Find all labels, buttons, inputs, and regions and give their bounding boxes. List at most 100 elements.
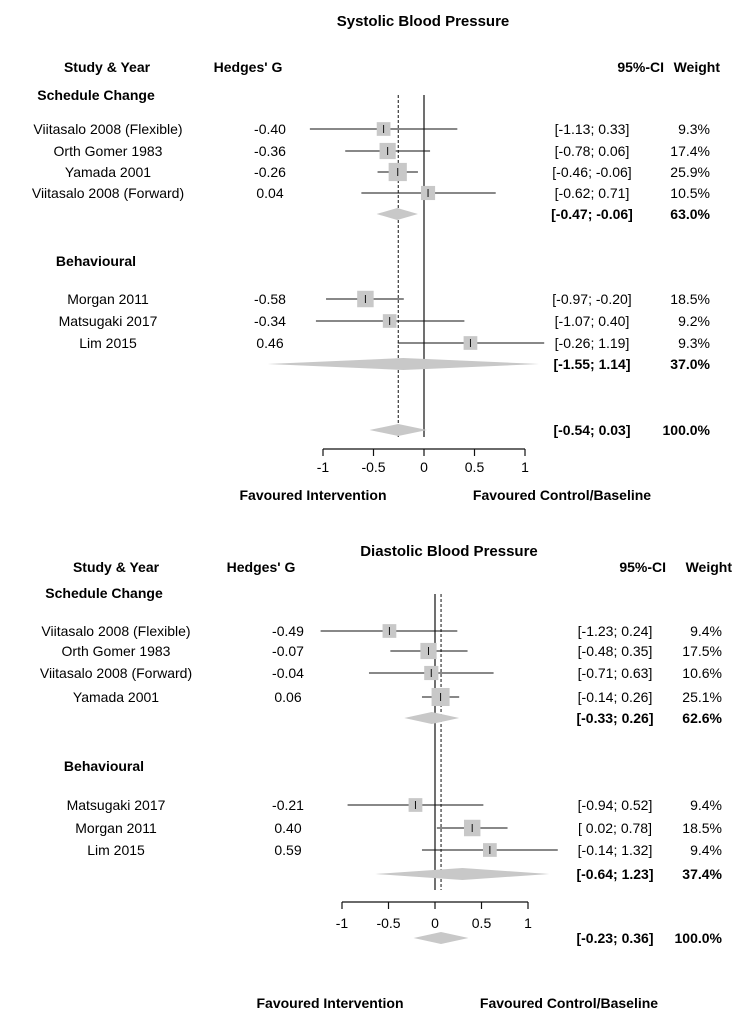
study-hedges-g: 0.46 <box>256 335 283 351</box>
study-weight: 9.3% <box>678 335 710 351</box>
study-weight: 9.4% <box>690 797 722 813</box>
subgroup-ci: [-0.64; 1.23] <box>576 866 653 882</box>
study-weight: 9.4% <box>690 842 722 858</box>
study-label: Morgan 2011 <box>75 820 157 836</box>
favour-right-label: Favoured Control/Baseline <box>480 995 658 1011</box>
overall-diamond <box>369 424 428 436</box>
subgroup-diamond <box>267 358 540 370</box>
study-hedges-g: -0.40 <box>254 121 286 137</box>
study-label: Yamada 2001 <box>73 689 159 705</box>
study-ci: [-1.23; 0.24] <box>578 623 653 639</box>
header-95-ci: 95%-CI <box>619 559 666 575</box>
subgroup-diamond <box>404 712 460 724</box>
study-ci: [ 0.02; 0.78] <box>578 820 652 836</box>
group-heading: Behavioural <box>64 758 144 774</box>
study-hedges-g: -0.34 <box>254 313 286 329</box>
study-label: Orth Gomer 1983 <box>54 143 163 159</box>
study-label: Viitasalo 2008 (Flexible) <box>33 121 182 137</box>
study-label: Viitasalo 2008 (Forward) <box>40 665 192 681</box>
header-study-year: Study & Year <box>64 59 151 75</box>
study-ci: [-0.71; 0.63] <box>578 665 653 681</box>
study-hedges-g: -0.21 <box>272 797 304 813</box>
study-hedges-g: 0.04 <box>256 185 283 201</box>
x-axis-tick-label: 0 <box>420 459 428 475</box>
study-label: Viitasalo 2008 (Forward) <box>32 185 184 201</box>
study-ci: [-0.14; 1.32] <box>578 842 653 858</box>
study-label: Lim 2015 <box>79 335 137 351</box>
overall-ci: [-0.23; 0.36] <box>576 930 653 946</box>
subgroup-weight: 37.0% <box>670 356 710 372</box>
overall-weight: 100.0% <box>675 930 723 946</box>
study-weight: 18.5% <box>670 291 710 307</box>
overall-diamond <box>413 932 469 944</box>
subgroup-ci: [-0.33; 0.26] <box>576 710 653 726</box>
x-axis-tick-label: -0.5 <box>376 915 400 931</box>
study-label: Matsugaki 2017 <box>67 797 166 813</box>
study-label: Matsugaki 2017 <box>59 313 158 329</box>
group-heading: Behavioural <box>56 253 136 269</box>
overall-weight: 100.0% <box>663 422 711 438</box>
study-ci: [-0.78; 0.06] <box>555 143 630 159</box>
header-hedges-g: Hedges' G <box>214 59 283 75</box>
x-axis-tick-label: 0.5 <box>472 915 492 931</box>
study-hedges-g: -0.49 <box>272 623 304 639</box>
study-weight: 17.4% <box>670 143 710 159</box>
study-ci: [-0.48; 0.35] <box>578 643 653 659</box>
study-label: Viitasalo 2008 (Flexible) <box>41 623 190 639</box>
x-axis-tick-label: 0 <box>431 915 439 931</box>
header-weight: Weight <box>674 59 721 75</box>
header-hedges-g: Hedges' G <box>227 559 296 575</box>
study-ci: [-0.46; -0.06] <box>552 164 631 180</box>
study-weight: 25.1% <box>682 689 722 705</box>
study-hedges-g: -0.26 <box>254 164 286 180</box>
study-weight: 9.3% <box>678 121 710 137</box>
study-hedges-g: -0.04 <box>272 665 304 681</box>
study-ci: [-0.97; -0.20] <box>552 291 631 307</box>
study-label: Lim 2015 <box>87 842 145 858</box>
subgroup-diamond <box>376 208 418 220</box>
study-weight: 17.5% <box>682 643 722 659</box>
subgroup-weight: 63.0% <box>670 206 710 222</box>
subgroup-weight: 37.4% <box>682 866 722 882</box>
favour-left-label: Favoured Intervention <box>239 487 386 503</box>
study-label: Morgan 2011 <box>67 291 149 307</box>
forest-panel-diastolic: Diastolic Blood Pressure Study & Year Hedg… <box>40 543 732 1011</box>
group-heading: Schedule Change <box>37 87 155 103</box>
chart-title: Diastolic Blood Pressure <box>360 543 538 560</box>
header-weight: Weight <box>686 559 733 575</box>
study-ci: [-0.94; 0.52] <box>578 797 653 813</box>
x-axis-tick-label: -1 <box>317 459 330 475</box>
study-hedges-g: -0.07 <box>272 643 304 659</box>
study-ci: [-0.62; 0.71] <box>555 185 630 201</box>
favour-right-label: Favoured Control/Baseline <box>473 487 651 503</box>
study-ci: [-1.13; 0.33] <box>555 121 630 137</box>
study-label: Orth Gomer 1983 <box>62 643 171 659</box>
study-weight: 10.5% <box>670 185 710 201</box>
favour-left-label: Favoured Intervention <box>256 995 403 1011</box>
header-study-year: Study & Year <box>73 559 160 575</box>
study-ci: [-0.14; 0.26] <box>578 689 653 705</box>
study-hedges-g: 0.59 <box>274 842 301 858</box>
forest-panel-systolic: Systolic Blood Pressure Study & Year Hedge… <box>32 13 720 503</box>
x-axis-tick-label: 0.5 <box>465 459 485 475</box>
x-axis-tick-label: 1 <box>521 459 529 475</box>
study-weight: 9.4% <box>690 623 722 639</box>
study-weight: 10.6% <box>682 665 722 681</box>
study-hedges-g: 0.40 <box>274 820 301 836</box>
x-axis-tick-label: 1 <box>524 915 532 931</box>
study-weight: 25.9% <box>670 164 710 180</box>
subgroup-diamond <box>375 868 550 880</box>
study-hedges-g: -0.58 <box>254 291 286 307</box>
header-95-ci: 95%-CI <box>617 59 664 75</box>
study-ci: [-0.26; 1.19] <box>555 335 630 351</box>
study-hedges-g: 0.06 <box>274 689 301 705</box>
x-axis-tick-label: -1 <box>336 915 349 931</box>
group-heading: Schedule Change <box>45 585 163 601</box>
study-weight: 18.5% <box>682 820 722 836</box>
study-weight: 9.2% <box>678 313 710 329</box>
x-axis-tick-label: -0.5 <box>361 459 385 475</box>
overall-ci: [-0.54; 0.03] <box>553 422 630 438</box>
study-ci: [-1.07; 0.40] <box>555 313 630 329</box>
chart-title: Systolic Blood Pressure <box>337 13 510 30</box>
